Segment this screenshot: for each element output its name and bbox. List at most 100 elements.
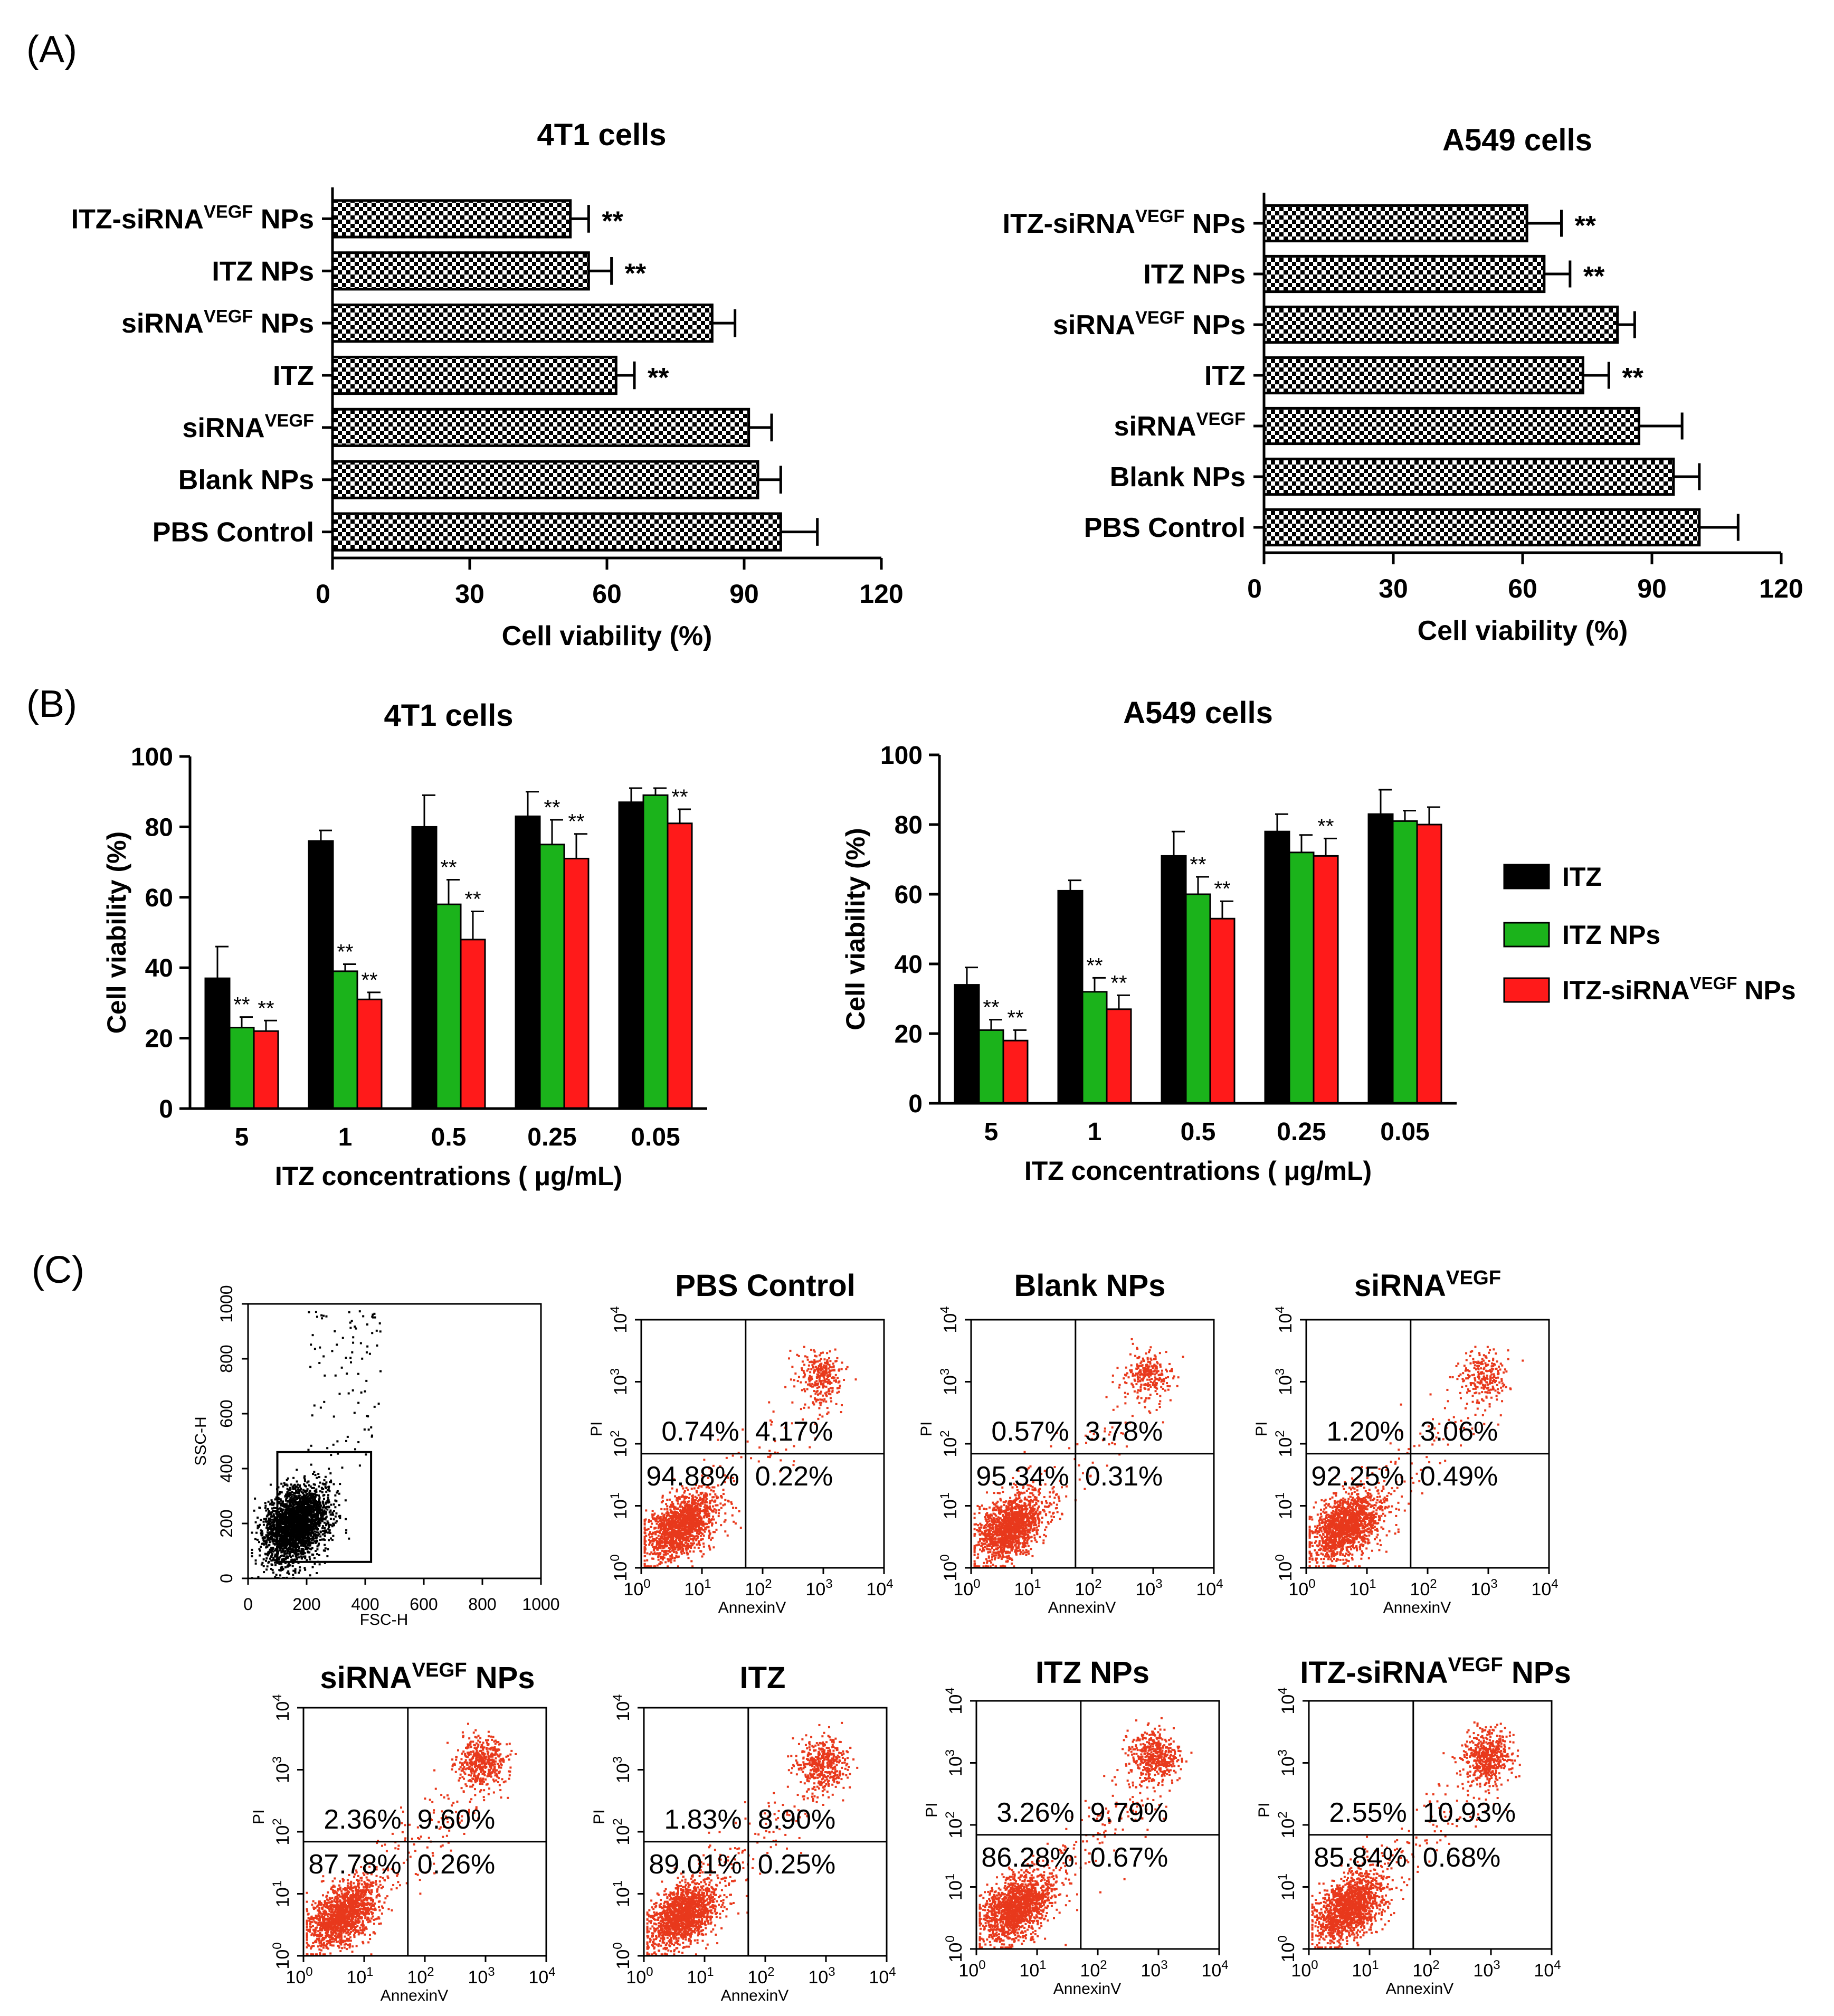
scatter-point	[355, 1327, 357, 1330]
scatter-point	[313, 1530, 316, 1533]
scatter-point	[312, 1508, 315, 1510]
scatter-point	[334, 1506, 337, 1509]
scatter-point	[816, 1389, 819, 1392]
scatter-point	[287, 1570, 290, 1573]
scatter-point	[271, 1511, 273, 1513]
scatter-point	[309, 1492, 311, 1495]
scatter-point	[271, 1549, 273, 1551]
scatter-point	[261, 1532, 264, 1535]
scatter-point	[273, 1524, 275, 1527]
scatter-point	[332, 1415, 335, 1418]
scatter-point	[687, 1542, 689, 1545]
scatter-point	[739, 1526, 742, 1529]
scatter-point	[327, 1488, 330, 1490]
scatter-point	[315, 1518, 317, 1521]
scatter-point	[292, 1523, 294, 1526]
scatter-point	[296, 1557, 298, 1559]
scatter-point	[266, 1524, 269, 1527]
scatter-point	[352, 1336, 355, 1339]
scatter-point	[295, 1518, 298, 1521]
scatter-point	[278, 1556, 281, 1559]
scatter-point	[657, 1558, 660, 1561]
scatter-point	[697, 1494, 700, 1497]
scatter-point	[834, 1374, 837, 1376]
scatter-point	[298, 1540, 300, 1542]
scatter-point	[709, 1520, 711, 1522]
scatter-point	[269, 1549, 272, 1551]
scatter-point	[290, 1515, 292, 1518]
scatter-point	[272, 1522, 275, 1525]
scatter-point	[291, 1548, 294, 1550]
scatter-point	[685, 1545, 687, 1548]
scatter-point	[294, 1568, 297, 1570]
scatter-point	[291, 1565, 294, 1567]
scatter-point	[321, 1317, 324, 1320]
scatter-point	[651, 1542, 654, 1545]
scatter-point	[653, 1527, 656, 1530]
scatter-point	[278, 1547, 281, 1549]
scatter-point	[649, 1541, 651, 1544]
scatter-point	[328, 1539, 330, 1541]
scatter-point	[304, 1511, 307, 1513]
scatter-point	[267, 1513, 270, 1516]
scatter-point	[308, 1494, 311, 1497]
scatter-point	[367, 1428, 370, 1431]
scatter-point	[711, 1486, 714, 1489]
scatter-point	[336, 1440, 339, 1443]
y-tick-label: 100	[880, 742, 923, 770]
scatter-point	[682, 1487, 685, 1490]
scatter-point	[309, 1501, 311, 1503]
scatter-point	[378, 1322, 381, 1324]
scatter-point	[817, 1369, 820, 1371]
scatter-point	[693, 1487, 696, 1490]
scatter-point	[683, 1496, 686, 1498]
scatter-point	[329, 1513, 332, 1516]
scatter-point	[711, 1496, 714, 1499]
scatter-point	[338, 1504, 340, 1507]
quadrant-lower-left-percent: 94.88%	[646, 1461, 739, 1492]
scatter-point	[265, 1541, 268, 1544]
scatter-point	[258, 1548, 261, 1550]
scatter-point	[724, 1519, 727, 1521]
scatter-point	[298, 1490, 300, 1493]
scatter-point	[358, 1310, 361, 1313]
scatter-point	[704, 1514, 706, 1517]
scatter-point	[673, 1478, 676, 1481]
scatter-point	[670, 1511, 672, 1514]
scatter-point	[286, 1488, 289, 1490]
scatter-point	[305, 1526, 308, 1529]
scatter-point	[681, 1494, 684, 1497]
scatter-point	[286, 1522, 288, 1525]
scatter-point	[643, 1551, 646, 1554]
scatter-point	[262, 1523, 265, 1526]
scatter-point	[318, 1525, 321, 1527]
scatter-point	[803, 1364, 806, 1366]
scatter-point	[667, 1511, 669, 1514]
scatter-point	[702, 1542, 705, 1545]
scatter-point	[280, 1551, 283, 1554]
x-tick-exponent: 1	[704, 1577, 711, 1591]
scatter-point	[308, 1556, 311, 1558]
scatter-point	[293, 1503, 296, 1506]
scatter-point	[270, 1547, 273, 1549]
scatter-point	[280, 1563, 283, 1565]
scatter-point	[283, 1518, 286, 1521]
y-tick-exponent: 0	[608, 1554, 622, 1561]
scatter-point	[311, 1542, 314, 1545]
scatter-point	[694, 1517, 697, 1519]
scatter-point	[282, 1500, 284, 1503]
scatter-point	[672, 1548, 675, 1551]
scatter-point	[659, 1526, 661, 1528]
scatter-point	[701, 1502, 704, 1505]
chart-title: 4T1 cells	[384, 698, 513, 733]
scatter-point	[303, 1552, 306, 1555]
scatter-point	[270, 1551, 272, 1554]
scatter-point	[289, 1496, 292, 1499]
x-tick-label: 600	[410, 1595, 438, 1614]
scatter-point	[347, 1392, 350, 1395]
scatter-point	[297, 1522, 299, 1525]
scatter-point	[697, 1518, 699, 1520]
scatter-point	[318, 1500, 320, 1502]
scatter-point	[664, 1545, 667, 1548]
